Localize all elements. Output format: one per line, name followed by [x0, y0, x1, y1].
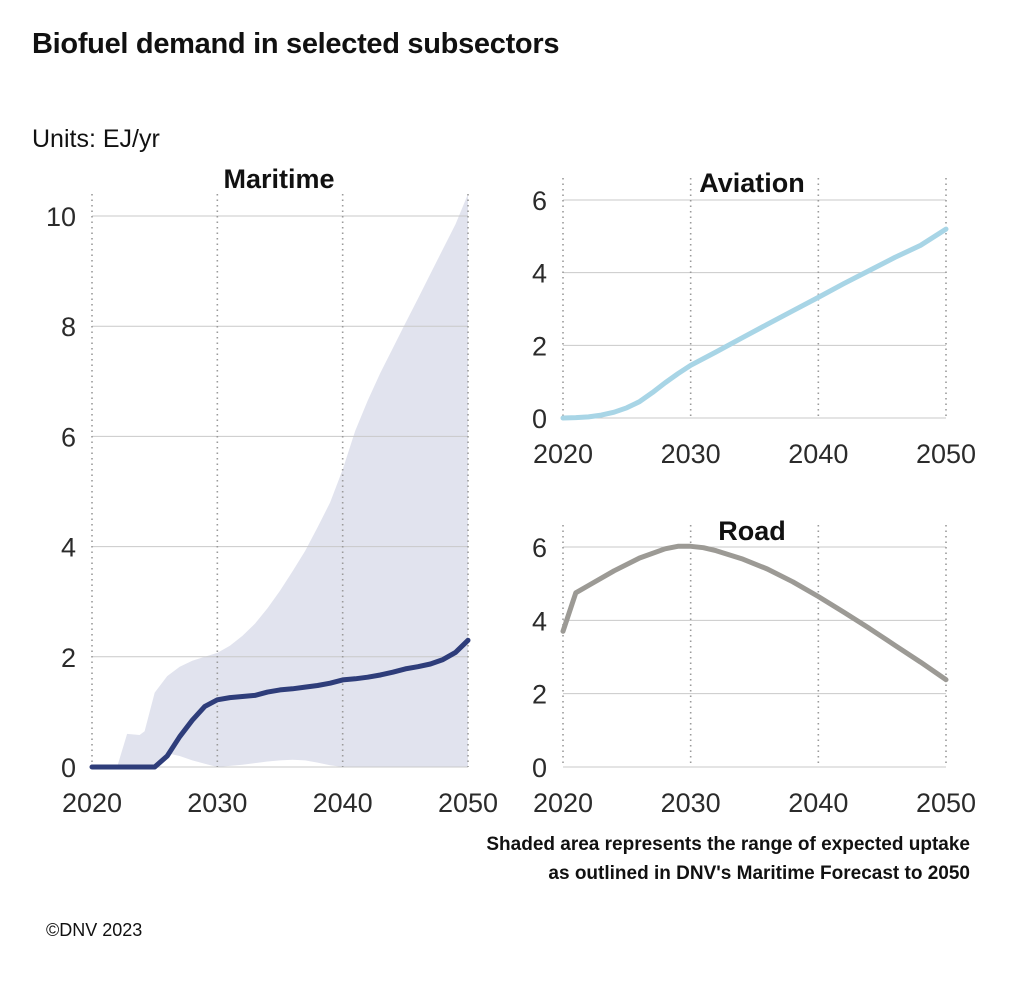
maritime-series-line — [89, 637, 471, 770]
range-note-line: as outlined in DNV's Maritime Forecast t… — [548, 863, 970, 884]
y-tick-label: 2 — [61, 643, 76, 673]
y-tick-label: 6 — [61, 422, 76, 452]
y-tick-label: 4 — [532, 259, 547, 289]
road-series-line — [560, 543, 949, 683]
x-tick-label: 2020 — [62, 788, 122, 818]
y-tick-label: 8 — [61, 312, 76, 342]
aviation-series-line — [560, 226, 949, 421]
y-tick-label: 2 — [532, 331, 547, 361]
y-tick-label: 6 — [532, 186, 547, 216]
aviation-panel-title: Aviation — [699, 168, 805, 198]
y-tick-label: 4 — [532, 606, 547, 636]
units-label: Units: EJ/yr — [32, 125, 160, 153]
x-tick-label: 2050 — [438, 788, 498, 818]
maritime-panel-title: Maritime — [223, 164, 334, 194]
x-tick-label: 2020 — [533, 439, 593, 469]
x-tick-label: 2030 — [661, 788, 721, 818]
road-panel: 0 2 4 6 2020 2030 2040 2050 Road — [532, 516, 976, 818]
copyright: ©DNV 2023 — [46, 920, 143, 940]
y-tick-label: 2 — [532, 680, 547, 710]
y-tick-label: 10 — [46, 202, 76, 232]
x-tick-label: 2030 — [661, 439, 721, 469]
y-tick-label: 6 — [532, 533, 547, 563]
road-panel-title: Road — [718, 516, 786, 546]
maritime-range-band — [92, 194, 468, 767]
range-note: Shaded area represents the range of expe… — [486, 830, 970, 888]
aviation-panel: 0 2 4 6 2020 2030 2040 2050 Aviation — [532, 168, 976, 469]
x-tick-label: 2040 — [788, 788, 848, 818]
maritime-panel: 0 2 4 6 8 10 2020 2030 2040 2050 Maritime — [46, 164, 498, 818]
y-tick-label: 0 — [61, 753, 76, 783]
x-tick-label: 2030 — [187, 788, 247, 818]
x-tick-label: 2040 — [788, 439, 848, 469]
chart-title: Biofuel demand in selected subsectors — [32, 28, 560, 60]
x-tick-label: 2020 — [533, 788, 593, 818]
x-tick-label: 2050 — [916, 439, 976, 469]
range-note-line: Shaded area represents the range of expe… — [486, 834, 970, 855]
x-tick-label: 2050 — [916, 788, 976, 818]
y-tick-label: 4 — [61, 533, 76, 563]
x-tick-label: 2040 — [313, 788, 373, 818]
y-tick-label: 0 — [532, 753, 547, 783]
y-tick-label: 0 — [532, 404, 547, 434]
